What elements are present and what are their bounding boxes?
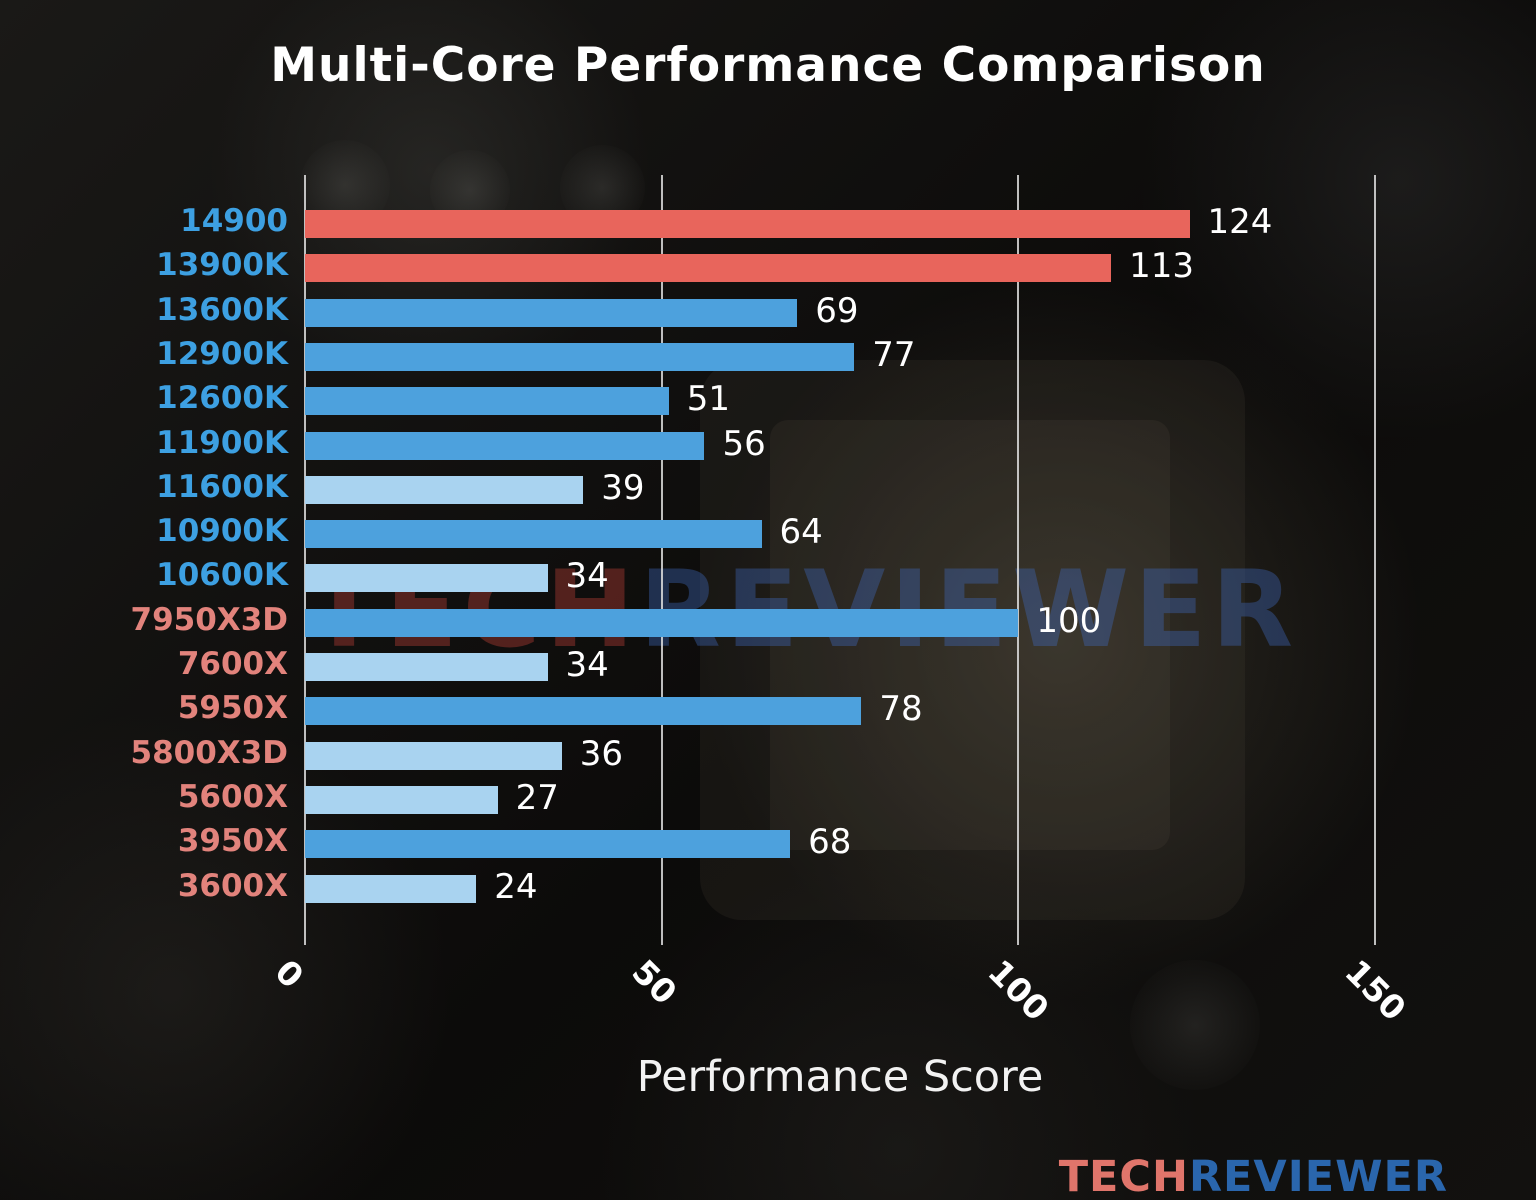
value-label-3600X: 24 xyxy=(494,866,538,907)
bar-7600X xyxy=(305,653,548,681)
value-label-14900: 124 xyxy=(1207,202,1273,242)
category-label-3600X: 3600X xyxy=(177,867,288,904)
logo-tech: TECH xyxy=(1058,1152,1189,1200)
category-label-11600K: 11600K xyxy=(156,468,288,505)
value-label-13600K: 69 xyxy=(815,290,859,331)
category-labels: 14900 13900K 13600K 12900K 12600K 11900K 11600… xyxy=(0,175,288,945)
bar-10900K xyxy=(305,520,762,549)
cpu-photo-shape xyxy=(700,360,1245,920)
bar-13600K xyxy=(305,298,798,327)
x-axis-label: Performance Score xyxy=(636,1052,1044,1102)
category-label-5600X: 5600X xyxy=(177,778,288,815)
value-label-12900K: 77 xyxy=(872,334,916,375)
category-label-5950X: 5950X xyxy=(177,690,288,727)
gridline-150 xyxy=(1374,175,1376,945)
bar-11600K xyxy=(305,475,584,504)
value-label-5950X: 78 xyxy=(879,689,923,730)
category-label-13900K: 13900K xyxy=(156,247,288,284)
bar-5800X3D xyxy=(305,741,562,770)
value-label-11900K: 56 xyxy=(722,423,766,464)
value-label-5800X3D: 36 xyxy=(579,733,624,774)
chart-title: Multi-Core Performance Comparison xyxy=(270,38,1266,93)
bar-12900K xyxy=(305,342,855,371)
bar-12600K xyxy=(305,387,669,416)
category-label-12600K: 12600K xyxy=(156,380,288,417)
gridline-50 xyxy=(660,175,663,945)
category-label-14900: 14900 xyxy=(180,203,288,239)
category-label-12900K: 12900K xyxy=(156,335,288,372)
category-label-7950X3D: 7950X3D xyxy=(130,601,288,638)
screw-shape xyxy=(1130,960,1260,1090)
bar-3950X xyxy=(305,830,791,859)
bar-5950X xyxy=(305,697,862,726)
bar-5600X xyxy=(305,785,498,814)
category-label-5800X3D: 5800X3D xyxy=(130,734,288,771)
bar-13900K xyxy=(305,254,1112,283)
gridline-0 xyxy=(304,175,306,945)
bar-3600X xyxy=(305,874,477,903)
value-label-13900K: 113 xyxy=(1129,246,1194,287)
bar-14900 xyxy=(305,210,1190,238)
bar-7950X3D xyxy=(305,608,1019,637)
value-label-10900K: 64 xyxy=(779,512,823,553)
value-label-5600X: 27 xyxy=(515,777,559,818)
category-label-13600K: 13600K xyxy=(156,291,288,328)
value-label-12600K: 51 xyxy=(686,379,731,420)
category-label-10600K: 10600K xyxy=(156,557,288,594)
value-label-7600X: 34 xyxy=(565,645,609,685)
category-label-10900K: 10900K xyxy=(156,513,288,550)
value-label-7950X3D: 100 xyxy=(1036,600,1102,641)
category-label-11900K: 11900K xyxy=(156,424,288,461)
gridline-100 xyxy=(1017,175,1020,945)
value-label-10600K: 34 xyxy=(565,556,609,597)
bar-11900K xyxy=(305,431,705,460)
plot-area: 124 113 69 77 51 56 39 64 34 100 34 78 36 27 68 24 xyxy=(304,175,1500,945)
value-label-11600K: 39 xyxy=(601,467,645,508)
category-label-3950X: 3950X xyxy=(177,823,288,860)
category-label-7600X: 7600X xyxy=(177,646,288,682)
logo-reviewer: REVIEWER xyxy=(1188,1152,1448,1200)
bar-10600K xyxy=(305,564,548,593)
techreviewer-logo: TECHREVIEWER xyxy=(1059,1152,1448,1200)
value-label-3950X: 68 xyxy=(808,822,852,863)
